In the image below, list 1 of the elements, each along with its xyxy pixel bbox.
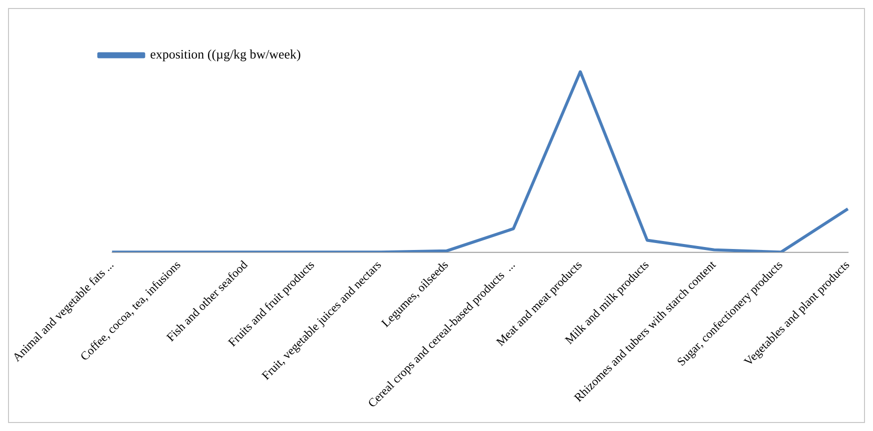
legend-label: exposition ((µg/kg bw/week) bbox=[150, 46, 301, 62]
